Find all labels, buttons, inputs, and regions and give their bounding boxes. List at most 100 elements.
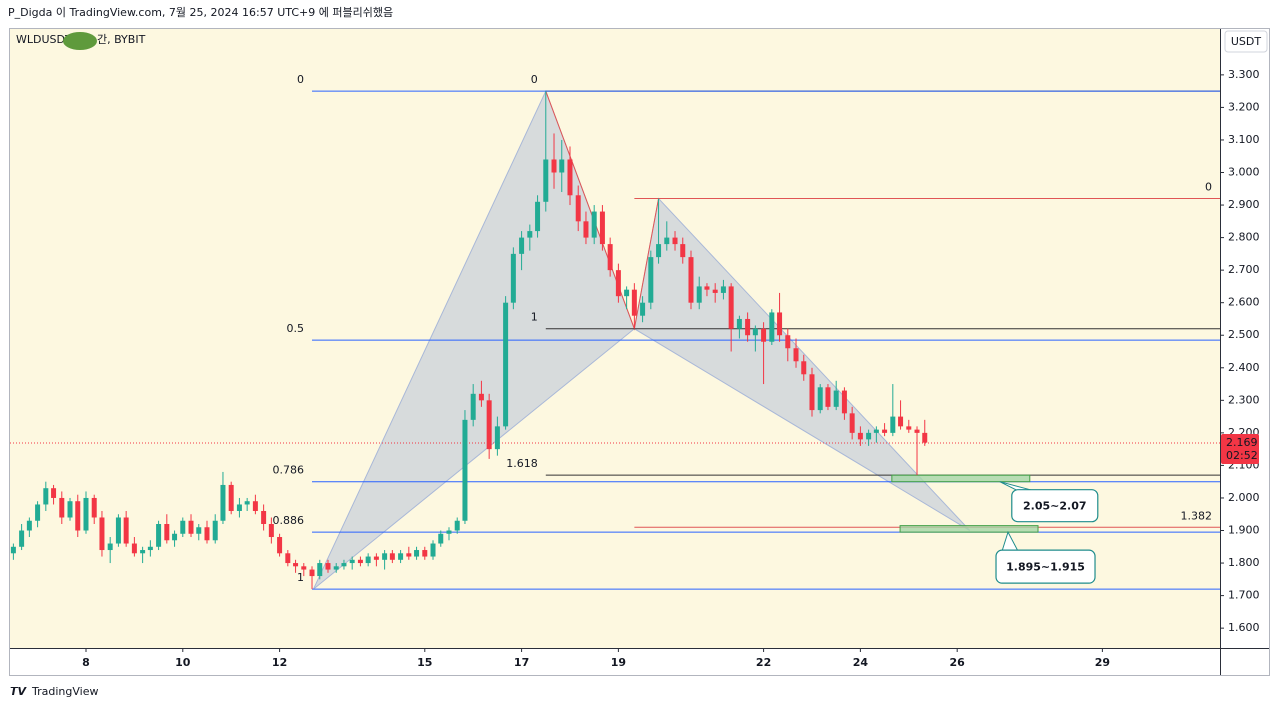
candle-body <box>382 553 388 560</box>
candle-body <box>535 201 541 232</box>
candle-body <box>486 400 492 450</box>
candle-body <box>720 286 726 293</box>
candle-body <box>841 390 847 414</box>
candle-layer <box>10 91 928 590</box>
candle-body <box>373 556 379 560</box>
candle-body <box>67 501 73 518</box>
callout-box <box>1011 489 1099 523</box>
candle-body <box>769 312 775 342</box>
x-tick-label: 12 <box>272 656 287 669</box>
candle-body <box>494 426 500 450</box>
callout-label: 2.05~2.07 <box>1023 500 1087 513</box>
candle-body <box>922 432 928 443</box>
candle-body <box>430 543 436 557</box>
callout-pointer <box>999 481 1034 492</box>
candle-body <box>898 416 904 427</box>
candle-body <box>172 533 178 541</box>
candle-body <box>543 159 549 202</box>
y-tick-label: 2.300 <box>1228 393 1260 406</box>
candle-body <box>470 393 476 420</box>
fib-label: 1.382 <box>1181 509 1213 522</box>
x-tick-label: 15 <box>417 656 432 669</box>
callout-box <box>995 549 1096 584</box>
candle-body <box>156 524 162 547</box>
candle-body <box>672 237 678 245</box>
candle-body <box>398 553 404 560</box>
last-price-label: 2.169 <box>1226 436 1258 449</box>
candle-body <box>83 497 89 531</box>
candle-body <box>882 429 888 433</box>
candle-body <box>389 553 395 560</box>
candle-body <box>301 566 307 570</box>
candle-body <box>462 419 468 521</box>
currency-box <box>1224 30 1268 53</box>
candle-body <box>833 390 839 407</box>
candle-body <box>583 221 589 238</box>
candle-body <box>825 387 831 407</box>
candle-body <box>422 550 428 557</box>
candle-body <box>357 559 363 564</box>
x-tick-label: 29 <box>1095 656 1110 669</box>
candle-body <box>196 527 202 534</box>
candle-body <box>180 520 186 534</box>
candle-body <box>575 195 581 222</box>
y-tick-label: 1.800 <box>1228 556 1260 569</box>
y-tick-label: 3.000 <box>1228 166 1260 179</box>
candle-body <box>849 413 855 433</box>
y-tick-label: 1.700 <box>1228 589 1260 602</box>
candle-body <box>454 520 460 531</box>
candle-body <box>567 159 573 196</box>
brand-logo: 𝙏𝙑 <box>10 685 28 698</box>
x-tick-label: 19 <box>611 656 626 669</box>
candle-body <box>745 318 751 336</box>
candle-body <box>446 530 452 534</box>
candle-body <box>277 537 283 554</box>
candle-body <box>252 501 258 511</box>
price-axis <box>1220 28 1270 648</box>
candle-body <box>317 563 323 577</box>
candle-body <box>19 530 25 547</box>
candle-body <box>777 312 783 336</box>
candle-body <box>43 488 49 505</box>
y-tick-label: 1.600 <box>1228 621 1260 634</box>
fib-label: 1 <box>531 311 538 324</box>
candle-body <box>527 231 533 238</box>
callout-label: 1.895~1.915 <box>1006 561 1085 574</box>
fib-label: 0.786 <box>273 464 305 477</box>
y-tick-label: 2.900 <box>1228 198 1260 211</box>
candle-body <box>801 361 807 375</box>
fib-label: 0 <box>531 73 538 86</box>
currency: USDT <box>1231 35 1262 48</box>
candle-body <box>817 387 823 411</box>
plot-area <box>9 28 1220 648</box>
candle-body <box>519 237 525 254</box>
candle-body <box>99 517 105 551</box>
candle-body <box>140 550 146 554</box>
candle-body <box>147 546 153 551</box>
symbol: WLDUSDT <box>16 33 72 46</box>
candle-body <box>752 328 758 336</box>
y-tick-label: 3.200 <box>1228 100 1260 113</box>
candle-body <box>785 335 791 349</box>
candle-body <box>857 432 863 440</box>
x-tick-label: 26 <box>950 656 966 669</box>
fib-label: 0.886 <box>273 514 305 527</box>
candle-body <box>866 432 872 440</box>
candle-body <box>478 393 484 401</box>
candle-body <box>914 429 920 433</box>
candle-body <box>107 543 113 551</box>
candle-body <box>680 244 686 258</box>
candle-body <box>624 289 630 297</box>
candle-body <box>736 318 742 329</box>
candle-body <box>123 517 129 544</box>
candle-body <box>51 488 57 498</box>
candle-body <box>333 566 339 570</box>
candle-body <box>696 286 702 303</box>
candle-body <box>890 416 896 433</box>
candle-body <box>59 497 65 518</box>
candle-body <box>35 504 41 521</box>
candle-body <box>188 520 194 534</box>
x-tick-label: 8 <box>82 656 90 669</box>
candle-body <box>615 270 621 297</box>
